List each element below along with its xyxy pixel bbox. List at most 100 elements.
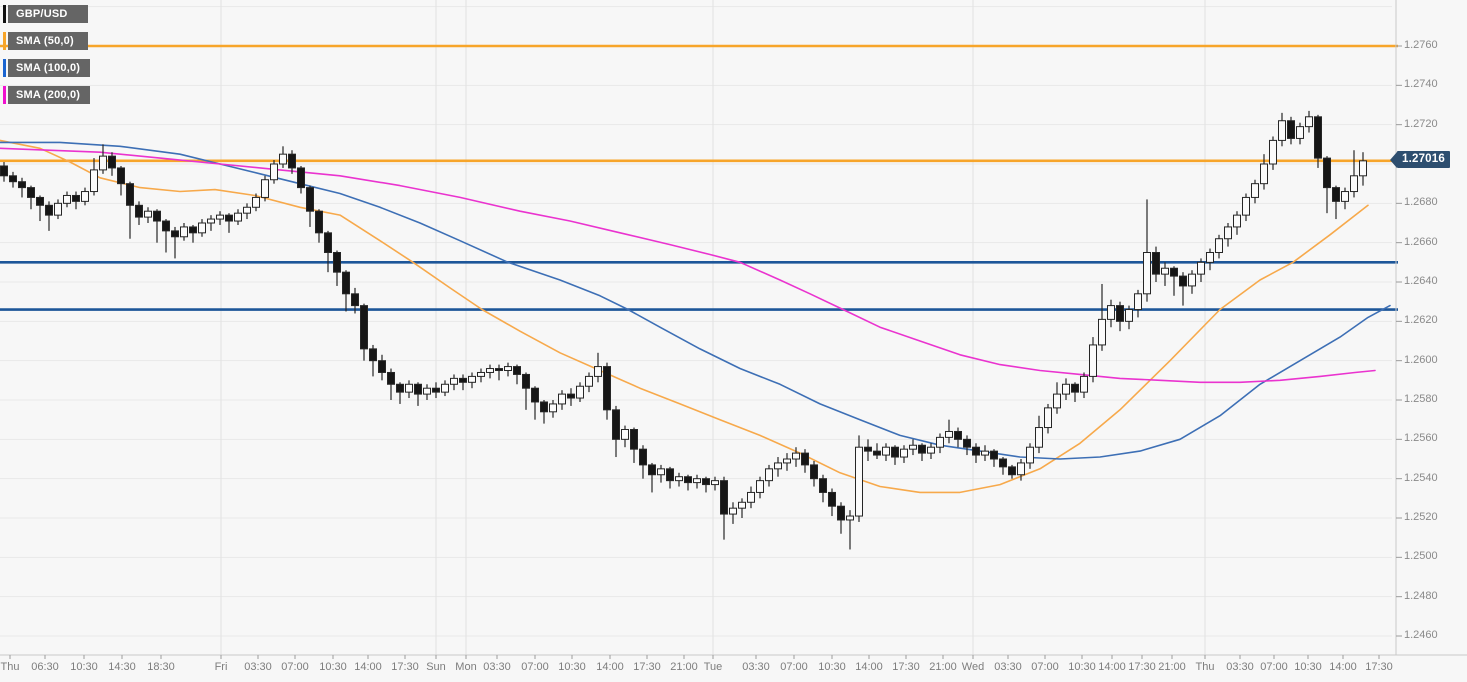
candle-body — [684, 476, 692, 484]
price-label-value: 1.27016 — [1397, 151, 1450, 169]
candle-body — [486, 368, 494, 373]
x-axis-label: 10:30 — [1068, 661, 1096, 673]
candle-body — [576, 385, 584, 399]
x-axis-label: 18:30 — [147, 661, 175, 673]
candle-body — [801, 452, 809, 466]
candle-body — [621, 429, 629, 440]
candle-body — [810, 464, 818, 480]
candle-body — [945, 430, 953, 438]
legend-item-symbol[interactable]: GBP/USD — [3, 5, 90, 23]
y-axis-label: 1.2540 — [1404, 471, 1438, 484]
x-axis-label: 03:30 — [244, 661, 272, 673]
candle-body — [99, 155, 107, 171]
x-axis-label: 14:00 — [1329, 661, 1357, 673]
candle-body — [9, 175, 17, 183]
candle-body — [171, 230, 179, 238]
candle-body — [702, 478, 710, 486]
candle-body — [0, 165, 8, 177]
candle-body — [324, 232, 332, 254]
candle-body — [648, 464, 656, 476]
candle-body — [990, 450, 998, 460]
y-axis-label: 1.2680 — [1404, 196, 1438, 209]
candle-body — [603, 366, 611, 411]
candle-body — [1071, 383, 1079, 393]
candle-body — [405, 383, 413, 393]
candle-body — [792, 452, 800, 460]
candle-body — [243, 206, 251, 214]
candle-body — [180, 226, 188, 238]
candle-body — [81, 191, 89, 202]
candle-body — [693, 478, 701, 484]
candle-body — [864, 446, 872, 452]
sma100-color-bar — [3, 59, 6, 77]
candle-body — [153, 210, 161, 222]
x-axis-label: 14:00 — [596, 661, 624, 673]
legend-item-sma200[interactable]: SMA (200,0) — [3, 86, 91, 104]
x-axis-label: 07:00 — [281, 661, 309, 673]
y-axis-label: 1.2760 — [1404, 39, 1438, 51]
sma-100-curve — [0, 141, 1391, 460]
x-axis-label: 03:30 — [1226, 661, 1254, 673]
candle-body — [819, 478, 827, 493]
candle-body — [837, 505, 845, 521]
candle-body — [1341, 191, 1349, 202]
candle-body — [288, 153, 296, 169]
candle-body — [360, 305, 368, 350]
candle-body — [1314, 116, 1322, 159]
x-axis-label: 07:00 — [1031, 661, 1059, 673]
candle-body — [720, 480, 728, 515]
candle-body — [1296, 126, 1304, 139]
candle-body — [963, 438, 971, 448]
candle-body — [675, 476, 683, 482]
sma-200-curve — [0, 147, 1376, 384]
y-axis-label: 1.2480 — [1404, 589, 1438, 602]
candle-body — [1080, 375, 1088, 393]
candle-body — [1134, 293, 1142, 311]
x-axis-label: 10:30 — [319, 661, 347, 673]
candle-body — [999, 458, 1007, 468]
x-axis-label: 03:30 — [742, 661, 770, 673]
candle-body — [1008, 466, 1016, 476]
candle-body — [297, 167, 305, 189]
candle-body — [117, 167, 125, 185]
x-axis-label: 21:00 — [929, 661, 957, 673]
candle-body — [333, 252, 341, 273]
candle-body — [1107, 305, 1115, 320]
legend-item-sma100[interactable]: SMA (100,0) — [3, 59, 91, 77]
candle-body — [216, 214, 224, 220]
candle-body — [1152, 252, 1160, 275]
y-axis-label: 1.2520 — [1404, 511, 1438, 523]
candle-body — [306, 187, 314, 212]
candle-body — [1125, 309, 1133, 322]
y-axis-label: 1.2740 — [1404, 78, 1438, 91]
symbol-color-bar — [3, 5, 6, 23]
candle-body — [594, 366, 602, 377]
candle-body — [252, 196, 260, 208]
candle-body — [369, 348, 377, 362]
candle-body — [468, 375, 476, 383]
candle-body — [1098, 318, 1106, 346]
candle-body — [828, 491, 836, 507]
candle-body — [1116, 305, 1124, 322]
candle-body — [234, 212, 242, 222]
candle-body — [162, 220, 170, 232]
candle-body — [774, 462, 782, 470]
candle-body — [108, 155, 116, 169]
x-axis-label: 17:30 — [892, 661, 920, 673]
candle-body — [1179, 275, 1187, 287]
x-axis-label: Thu — [1195, 661, 1215, 673]
candle-body — [207, 218, 215, 224]
candle-body — [891, 446, 899, 458]
candle-body — [1197, 261, 1205, 275]
legend-item-sma50[interactable]: SMA (50,0) — [3, 32, 90, 50]
candle-body — [54, 202, 62, 216]
candle-body — [549, 403, 557, 413]
candle-body — [414, 383, 422, 395]
candle-body — [1044, 407, 1052, 429]
x-axis-label: 17:30 — [633, 661, 661, 673]
candle-body — [315, 210, 323, 234]
y-axis-label: 1.2600 — [1404, 353, 1438, 366]
x-axis-label: Fri — [214, 661, 228, 673]
candle-body — [747, 491, 755, 503]
